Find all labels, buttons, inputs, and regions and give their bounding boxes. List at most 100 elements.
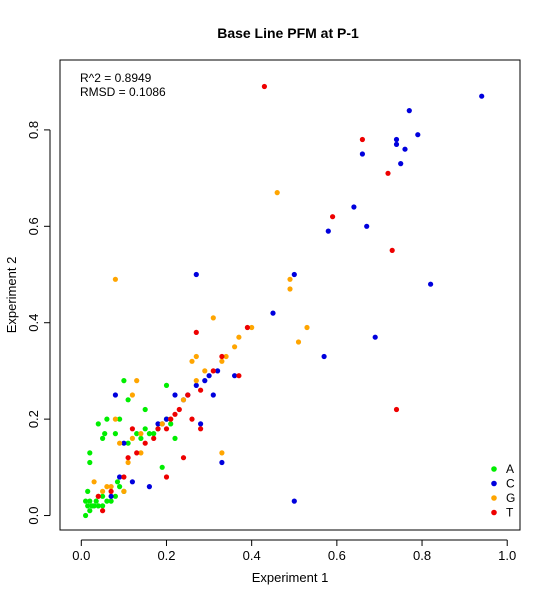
point-t — [168, 416, 174, 422]
point-c — [121, 440, 127, 446]
point-g — [287, 286, 293, 292]
point-c — [402, 146, 408, 152]
point-t — [180, 455, 187, 461]
legend-label-a: A — [506, 462, 514, 476]
point-a — [100, 503, 106, 509]
point-g — [134, 378, 140, 384]
point-t — [219, 353, 225, 360]
point-t — [193, 329, 199, 335]
point-g — [232, 344, 238, 350]
point-c — [172, 392, 178, 398]
point-a — [87, 459, 93, 466]
y-tick-label: 0.8 — [26, 121, 41, 139]
point-t — [176, 406, 182, 413]
rmsd-annotation: RMSD = 0.1086 — [80, 85, 166, 99]
point-g — [108, 484, 114, 490]
point-t — [125, 455, 131, 461]
point-c — [232, 373, 238, 379]
point-g — [295, 339, 302, 345]
point-c — [146, 484, 152, 490]
point-c — [163, 416, 170, 422]
point-c — [406, 108, 412, 114]
point-a — [87, 498, 93, 504]
point-g — [274, 190, 280, 196]
point-g — [104, 484, 110, 490]
point-a — [100, 435, 106, 441]
point-g — [117, 440, 123, 446]
point-t — [385, 170, 391, 176]
point-c — [155, 421, 161, 427]
point-c — [415, 132, 421, 138]
point-a — [168, 421, 174, 427]
point-a — [104, 498, 110, 504]
point-g — [100, 488, 106, 494]
point-c — [291, 271, 297, 278]
point-c — [428, 281, 434, 287]
y-axis-label: Experiment 2 — [4, 257, 19, 334]
point-g — [129, 392, 135, 398]
point-a — [134, 431, 140, 437]
point-t — [95, 493, 101, 499]
legend-label-t: T — [506, 506, 514, 520]
point-t — [134, 450, 140, 456]
point-c — [210, 392, 216, 398]
point-a — [125, 440, 131, 446]
point-a — [108, 498, 114, 504]
point-a — [163, 382, 170, 388]
point-g — [138, 450, 144, 456]
point-c — [372, 334, 378, 340]
point-g — [210, 315, 216, 321]
point-g — [121, 488, 127, 494]
point-a — [85, 503, 91, 509]
legend-label-g: G — [506, 491, 515, 505]
point-a — [114, 479, 121, 485]
point-a — [138, 435, 144, 441]
x-tick-label: 0.4 — [243, 548, 261, 563]
point-a — [142, 426, 148, 432]
point-a — [95, 503, 101, 509]
point-a — [117, 416, 123, 422]
point-a — [91, 503, 97, 509]
point-t — [121, 474, 127, 480]
point-c — [321, 353, 327, 360]
legend-marker-a — [491, 466, 497, 472]
point-t — [185, 392, 191, 398]
point-c — [398, 161, 404, 167]
point-t — [155, 426, 161, 432]
point-c — [193, 271, 199, 278]
point-g — [138, 431, 144, 437]
point-g — [193, 353, 199, 360]
point-t — [210, 368, 216, 374]
point-a — [117, 484, 123, 490]
point-t — [129, 426, 135, 432]
point-a — [102, 431, 108, 437]
point-c — [202, 378, 208, 384]
point-a — [87, 450, 93, 456]
point-a — [112, 493, 118, 499]
point-t — [108, 488, 114, 494]
point-c — [325, 228, 331, 234]
y-tick-label: 0.6 — [26, 217, 41, 235]
point-t — [163, 426, 170, 432]
point-g — [236, 334, 242, 340]
point-c — [112, 392, 118, 398]
point-t — [393, 406, 400, 413]
point-c — [364, 223, 370, 229]
point-g — [249, 324, 255, 331]
point-c — [393, 141, 400, 147]
point-t — [163, 474, 170, 480]
point-a — [95, 421, 101, 427]
point-t — [100, 508, 106, 514]
point-c — [291, 498, 297, 504]
x-axis-label: Experiment 1 — [252, 570, 329, 585]
point-c — [351, 204, 357, 210]
point-c — [219, 459, 225, 466]
point-g — [129, 435, 135, 441]
legend-label-c: C — [506, 477, 515, 491]
point-t — [198, 426, 204, 432]
x-tick-label: 0.2 — [157, 548, 175, 563]
x-tick-label: 0.6 — [328, 548, 346, 563]
point-g — [223, 353, 229, 360]
